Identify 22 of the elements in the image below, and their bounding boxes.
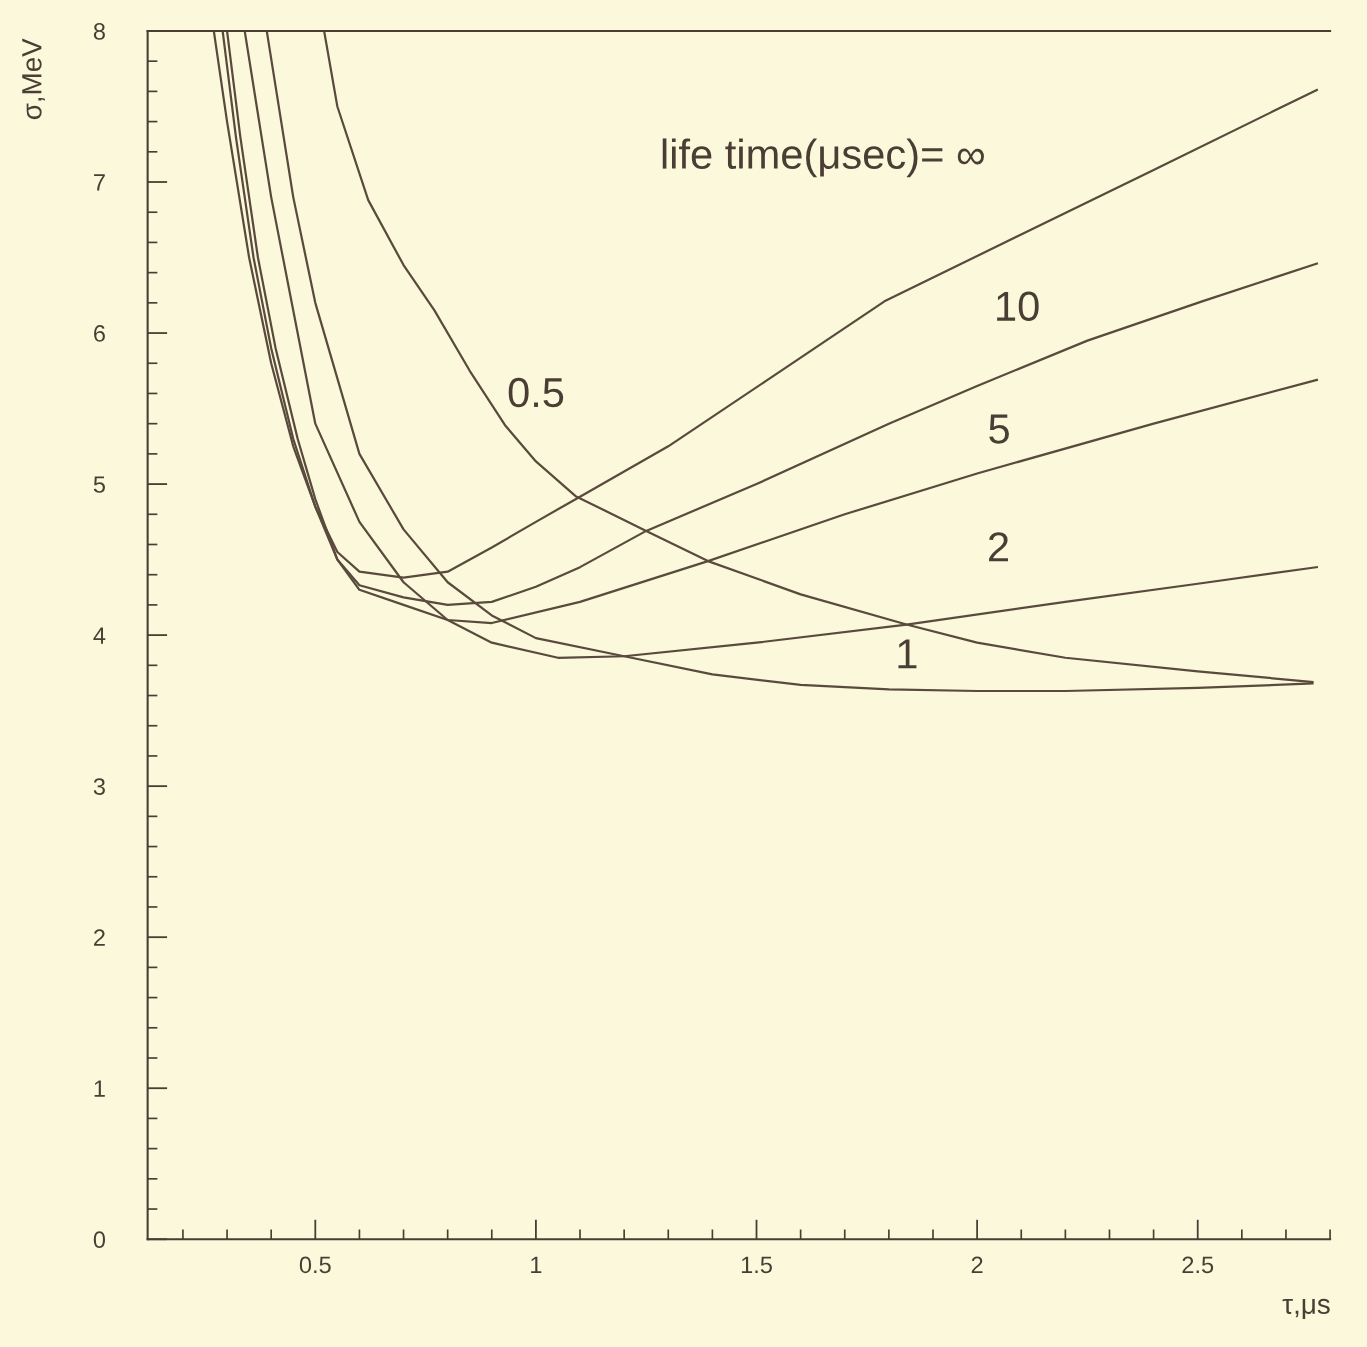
x-tick-label: 2.5 bbox=[1182, 1256, 1214, 1274]
y-tick-label: 5 bbox=[93, 476, 105, 493]
annotation: life time(μsec)= ∞ bbox=[662, 138, 984, 178]
x-tick-label: 2 bbox=[971, 1256, 983, 1274]
x-tick-label: 1 bbox=[531, 1256, 542, 1274]
y-tick-label: 7 bbox=[94, 174, 105, 191]
y-axis-title: σ,MeV bbox=[22, 38, 45, 120]
y-tick-label: 0 bbox=[93, 1231, 106, 1249]
series-label: 1 bbox=[898, 639, 917, 669]
series-label: 2 bbox=[989, 532, 1009, 562]
x-tick-label: 1.5 bbox=[741, 1256, 772, 1274]
y-tick-label: 6 bbox=[94, 325, 105, 342]
y-tick-label: 2 bbox=[94, 929, 105, 946]
x-tick-label: 0.5 bbox=[299, 1256, 331, 1274]
y-tick-label: 8 bbox=[93, 23, 105, 40]
y-tick-label: 1 bbox=[94, 1080, 105, 1097]
series-label: 5 bbox=[989, 414, 1009, 444]
y-tick-label: 3 bbox=[93, 778, 105, 795]
x-axis-title: τ,μs bbox=[1282, 1298, 1330, 1320]
series-label: 10 bbox=[997, 291, 1039, 322]
series-label: 0.5 bbox=[508, 377, 564, 408]
y-tick-label: 4 bbox=[93, 627, 106, 644]
